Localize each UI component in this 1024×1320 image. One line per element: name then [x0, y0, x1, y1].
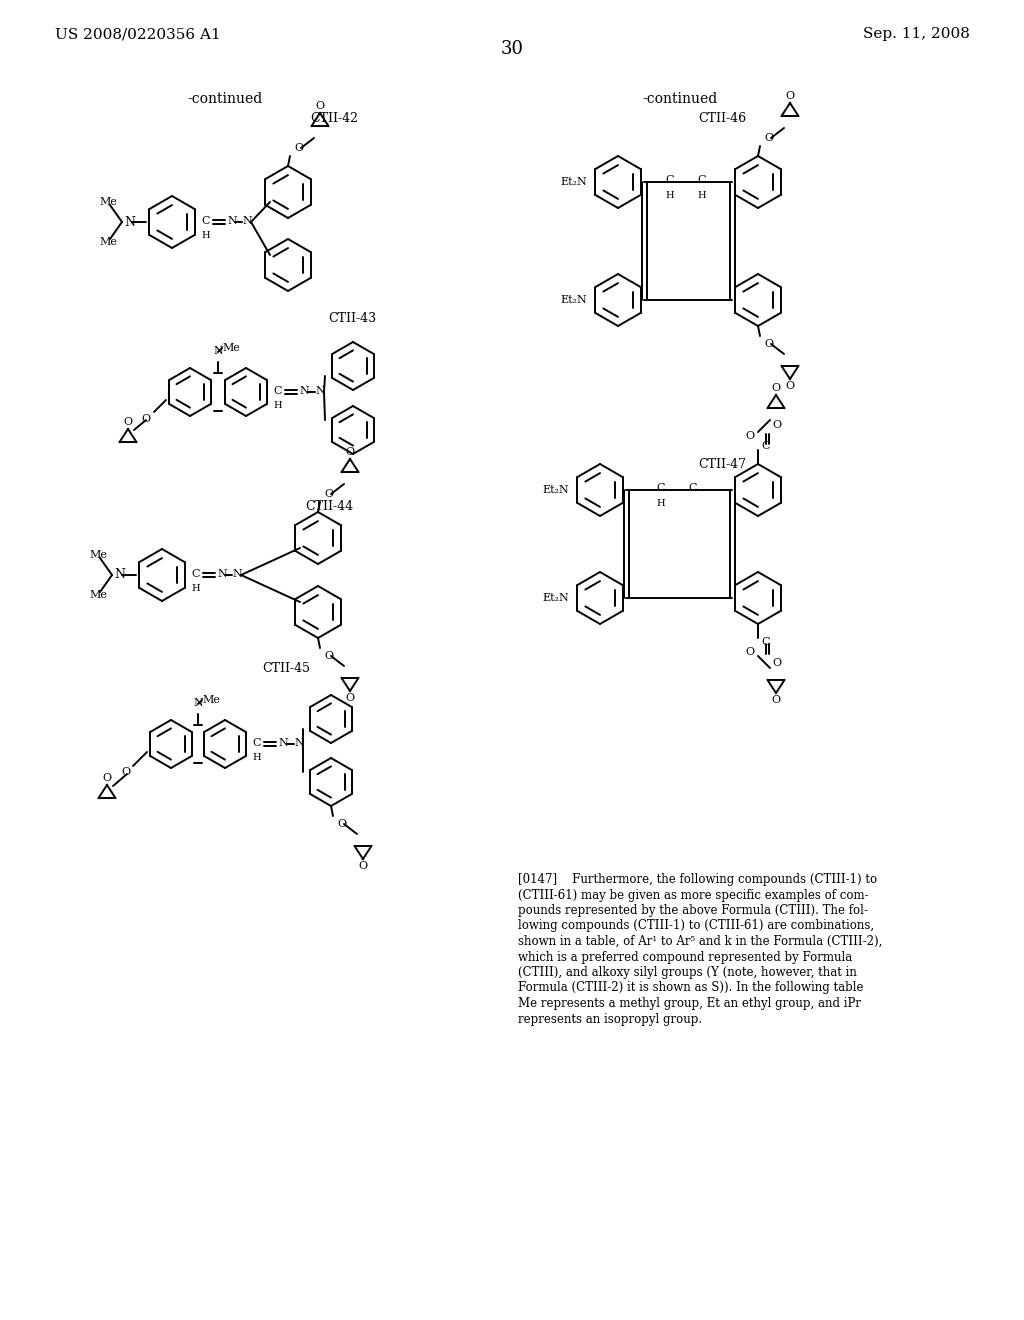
Text: N: N [278, 738, 288, 748]
Text: N: N [294, 738, 304, 748]
Text: O: O [121, 767, 130, 777]
Text: -continued: -continued [642, 92, 718, 106]
Text: Et₂N: Et₂N [543, 593, 569, 603]
Text: O: O [772, 420, 781, 430]
Text: O: O [124, 417, 132, 426]
Text: O: O [744, 432, 754, 441]
Text: lowing compounds (CTIII-1) to (CTIII-61) are combinations,: lowing compounds (CTIII-1) to (CTIII-61)… [518, 920, 874, 932]
Text: N: N [124, 215, 135, 228]
Text: H: H [697, 191, 707, 201]
Text: C: C [697, 176, 707, 185]
Text: Me: Me [89, 590, 106, 601]
Text: N: N [232, 569, 242, 579]
Text: Et₂N: Et₂N [560, 177, 587, 187]
Text: Et₂N: Et₂N [560, 294, 587, 305]
Text: O: O [337, 818, 346, 829]
Text: Formula (CTIII-2) it is shown as S)). In the following table: Formula (CTIII-2) it is shown as S)). In… [518, 982, 863, 994]
Text: Me: Me [89, 550, 106, 560]
Text: O: O [315, 102, 325, 111]
Text: Me represents a methyl group, Et an ethyl group, and iPr: Me represents a methyl group, Et an ethy… [518, 997, 861, 1010]
Text: H: H [273, 401, 282, 411]
Text: N: N [114, 569, 125, 582]
Text: O: O [102, 774, 112, 783]
Text: Et₂N: Et₂N [543, 484, 569, 495]
Text: N: N [299, 385, 309, 396]
Text: C: C [761, 638, 769, 647]
Text: C: C [689, 483, 697, 492]
Text: H: H [656, 499, 666, 508]
Text: [0147]    Furthermore, the following compounds (CTIII-1) to: [0147] Furthermore, the following compou… [518, 873, 878, 886]
Text: N: N [194, 698, 203, 708]
Text: (CTIII-61) may be given as more specific examples of com-: (CTIII-61) may be given as more specific… [518, 888, 868, 902]
Text: -continued: -continued [187, 92, 262, 106]
Text: C: C [273, 385, 282, 396]
Text: US 2008/0220356 A1: US 2008/0220356 A1 [55, 26, 221, 41]
Text: H: H [201, 231, 210, 240]
Text: Sep. 11, 2008: Sep. 11, 2008 [863, 26, 970, 41]
Text: C: C [252, 738, 260, 748]
Text: N: N [227, 216, 237, 226]
Text: N: N [315, 385, 325, 396]
Text: Me: Me [99, 238, 117, 247]
Text: C: C [191, 569, 200, 579]
Text: O: O [772, 657, 781, 668]
Text: C: C [656, 483, 666, 492]
Text: O: O [324, 488, 333, 499]
Text: pounds represented by the above Formula (CTIII). The fol-: pounds represented by the above Formula … [518, 904, 868, 917]
Text: CTII-42: CTII-42 [310, 112, 358, 125]
Text: O: O [294, 143, 303, 153]
Text: C: C [761, 441, 769, 451]
Text: N: N [213, 346, 223, 356]
Text: CTII-47: CTII-47 [698, 458, 746, 471]
Text: (CTIII), and alkoxy silyl groups (Y (note, however, that in: (CTIII), and alkoxy silyl groups (Y (not… [518, 966, 857, 979]
Text: shown in a table, of Ar¹ to Ar⁵ and k in the Formula (CTIII-2),: shown in a table, of Ar¹ to Ar⁵ and k in… [518, 935, 883, 948]
Text: C: C [201, 216, 210, 226]
Text: H: H [252, 752, 261, 762]
Text: O: O [345, 693, 354, 704]
Text: Me: Me [99, 197, 117, 207]
Text: 30: 30 [501, 40, 523, 58]
Text: O: O [358, 861, 368, 871]
Text: which is a preferred compound represented by Formula: which is a preferred compound represente… [518, 950, 852, 964]
Text: N: N [242, 216, 252, 226]
Text: O: O [771, 696, 780, 705]
Text: O: O [764, 339, 773, 348]
Text: O: O [785, 91, 795, 102]
Text: represents an isopropyl group.: represents an isopropyl group. [518, 1012, 702, 1026]
Text: Me: Me [222, 343, 240, 352]
Text: CTII-44: CTII-44 [305, 500, 353, 513]
Text: O: O [141, 414, 150, 424]
Text: O: O [345, 447, 354, 457]
Text: O: O [744, 647, 754, 657]
Text: CTII-45: CTII-45 [262, 663, 310, 675]
Text: O: O [771, 383, 780, 393]
Text: H: H [191, 583, 200, 593]
Text: CTII-46: CTII-46 [698, 112, 746, 125]
Text: O: O [785, 381, 795, 391]
Text: Me: Me [202, 696, 220, 705]
Text: CTII-43: CTII-43 [328, 312, 376, 325]
Text: N: N [217, 569, 226, 579]
Text: O: O [324, 651, 333, 661]
Text: H: H [666, 191, 675, 201]
Text: O: O [764, 133, 773, 143]
Text: C: C [666, 176, 674, 185]
